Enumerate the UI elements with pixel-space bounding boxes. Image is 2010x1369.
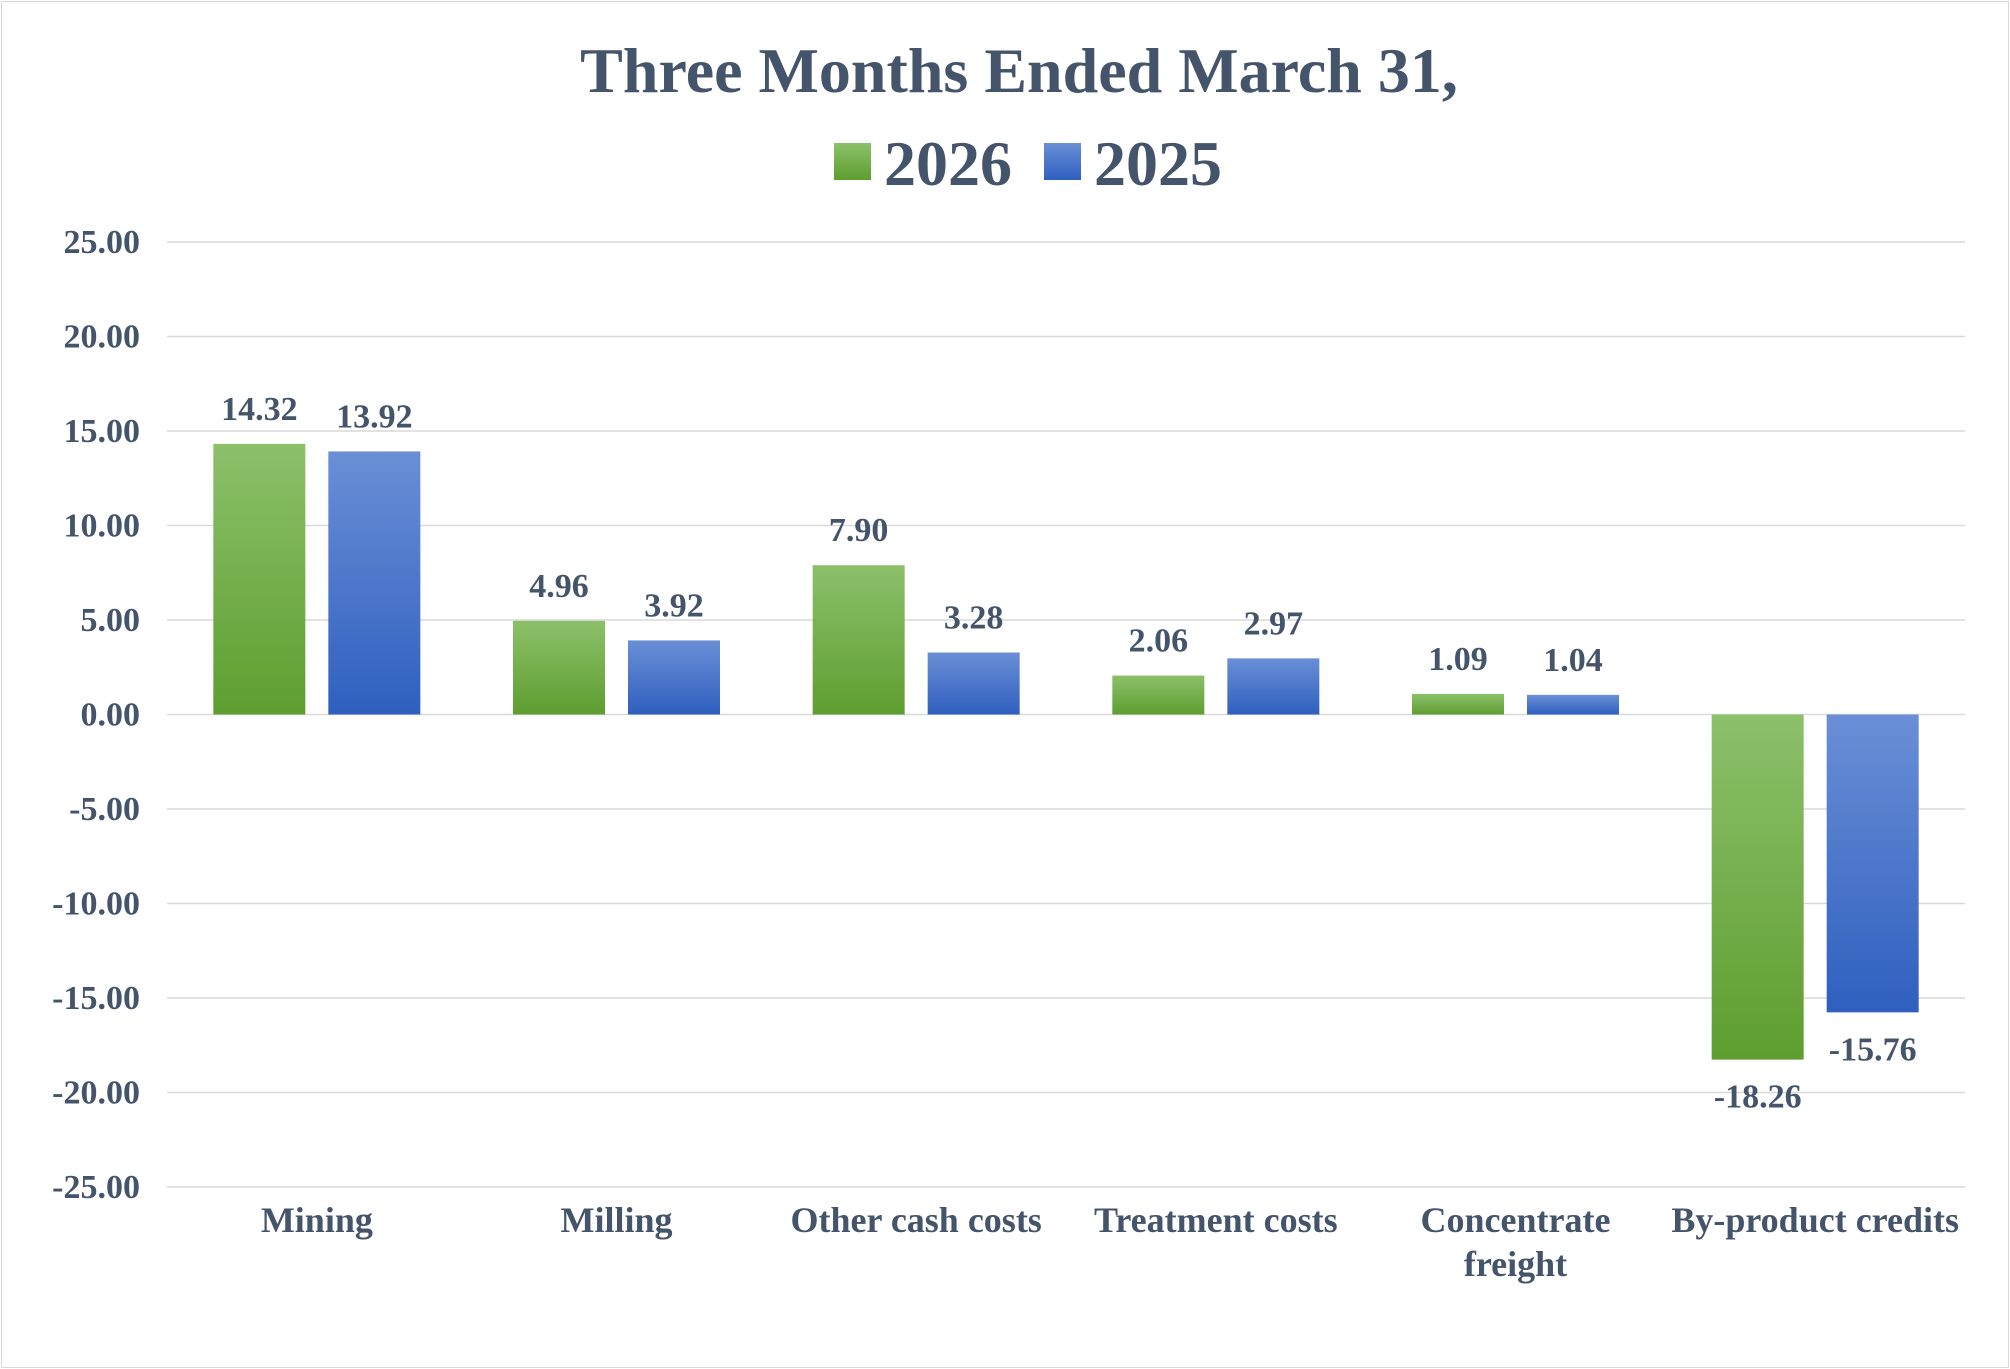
x-tick-label-concentrate-freight: Concentrate freight — [1421, 1200, 1611, 1284]
data-label-concentrate-freight-2025: 1.04 — [1543, 642, 1603, 679]
bar-by-product-credits-2025 — [1826, 714, 1919, 1013]
bar-other-cash-costs-2025 — [927, 652, 1020, 715]
data-label-mining-2026: 14.32 — [221, 391, 298, 428]
data-label-treatment-costs-2026: 2.06 — [1129, 623, 1189, 660]
bar-milling-2026 — [513, 620, 605, 715]
bar-other-cash-costs-2026 — [812, 565, 905, 715]
bar-concentrate-freight-2025 — [1527, 694, 1619, 715]
legend: 2026 2025 — [834, 128, 1222, 199]
bar-milling-2025 — [628, 640, 720, 715]
data-label-by-product-credits-2025: -15.76 — [1829, 1031, 1917, 1068]
x-tick-label-mining: Mining — [261, 1200, 373, 1240]
y-tick-label: -20.00 — [52, 1075, 140, 1112]
y-axis: 25.00 20.00 15.00 10.00 5.00 0.00 -5.00 -10.00 -… — [52, 224, 140, 1206]
data-label-mining-2025: 13.92 — [336, 398, 413, 435]
legend-label-2026: 2026 — [884, 128, 1012, 199]
data-label-other-cash-costs-2025: 3.28 — [944, 600, 1004, 637]
data-label-concentrate-freight-2026: 1.09 — [1428, 641, 1488, 678]
legend-swatch-2026 — [834, 143, 871, 180]
y-tick-label: 10.00 — [64, 508, 141, 545]
legend-label-2025: 2025 — [1094, 128, 1222, 199]
x-tick-label-other-cash-costs: Other cash costs — [791, 1200, 1042, 1240]
y-tick-label: 5.00 — [81, 602, 141, 639]
chart-title: Three Months Ended March 31, — [580, 35, 1458, 106]
y-tick-label: -5.00 — [69, 791, 140, 828]
bar-treatment-costs-2026 — [1112, 675, 1205, 715]
y-tick-label: 25.00 — [64, 224, 141, 261]
bar-treatment-costs-2025 — [1227, 658, 1320, 715]
y-tick-label: -15.00 — [52, 980, 140, 1017]
data-label-milling-2025: 3.92 — [644, 587, 704, 624]
y-tick-label: -10.00 — [52, 886, 140, 923]
bars — [213, 443, 1919, 1060]
bar-mining-2025 — [328, 451, 421, 715]
data-labels: 14.32 13.92 4.96 3.92 7.90 3.28 2.06 2.97 1.09 1.… — [221, 391, 1916, 1116]
data-label-milling-2026: 4.96 — [529, 568, 589, 605]
y-tick-label: 15.00 — [64, 413, 141, 450]
bar-mining-2026 — [213, 443, 306, 715]
bar-concentrate-freight-2026 — [1412, 693, 1504, 715]
x-tick-label-treatment-costs: Treatment costs — [1094, 1200, 1338, 1240]
x-tick-label-by-product-credits: By-product credits — [1671, 1200, 1959, 1240]
y-tick-label: -25.00 — [52, 1169, 140, 1206]
gridlines — [167, 241, 1965, 1188]
legend-swatch-2025 — [1044, 143, 1081, 180]
data-label-by-product-credits-2026: -18.26 — [1714, 1079, 1802, 1116]
data-label-other-cash-costs-2026: 7.90 — [829, 512, 889, 549]
bar-by-product-credits-2026 — [1711, 714, 1804, 1060]
y-tick-label: 0.00 — [81, 697, 141, 734]
data-label-treatment-costs-2025: 2.97 — [1244, 605, 1304, 642]
y-tick-label: 20.00 — [64, 319, 141, 356]
x-axis: Mining Milling Other cash costs Treatment c… — [261, 1200, 1959, 1284]
x-tick-label-milling: Milling — [560, 1200, 672, 1240]
